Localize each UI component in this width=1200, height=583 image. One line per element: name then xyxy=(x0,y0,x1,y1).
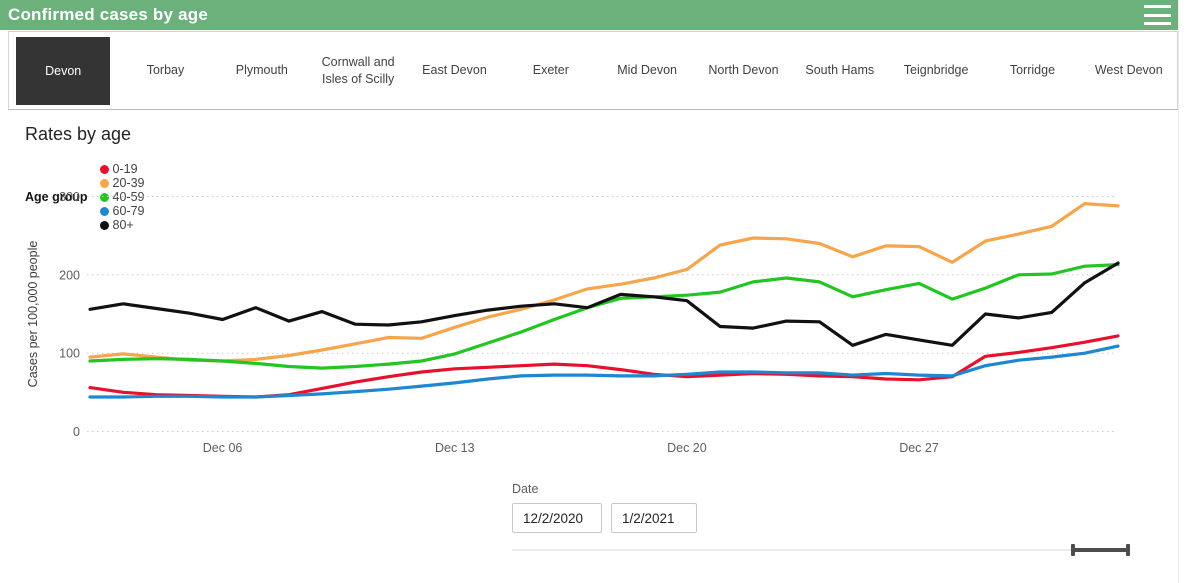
tab-cornwall-and-isles-of-scilly[interactable]: Cornwall and Isles of Scilly xyxy=(321,55,395,86)
legend-item-0-19[interactable]: 0-19 xyxy=(99,162,145,176)
page-title: Confirmed cases by age xyxy=(8,5,208,24)
line-series-60-79 xyxy=(88,344,1120,399)
slider-handle-right[interactable] xyxy=(1126,544,1130,556)
date-range-slider-track[interactable] xyxy=(512,549,1074,551)
legend-item-20-39[interactable]: 20-39 xyxy=(99,176,145,190)
tab-torridge[interactable]: Torridge xyxy=(1009,63,1056,78)
y-tick-label: 300 xyxy=(59,190,80,204)
tab-south-hams[interactable]: South Hams xyxy=(805,63,875,78)
date-start-input[interactable] xyxy=(512,503,602,533)
tab-teignbridge[interactable]: Teignbridge xyxy=(903,63,969,78)
line-series-80+ xyxy=(88,261,1120,347)
legend-dot-20-39 xyxy=(99,178,109,188)
tab-plymouth[interactable]: Plymouth xyxy=(235,63,288,78)
chart-legend: Age group 0-19 20-39 40-59 60-79 80+ xyxy=(25,162,157,232)
chart-title: Rates by age xyxy=(25,124,132,144)
legend-item-60-79[interactable]: 60-79 xyxy=(99,204,145,218)
slider-handle-left[interactable] xyxy=(1071,544,1075,556)
y-tick-label: 0 xyxy=(73,425,80,439)
y-tick-label: 200 xyxy=(59,268,80,282)
line-series-0-19 xyxy=(88,334,1120,399)
line-series-20-39 xyxy=(88,202,1120,363)
page-edge-divider xyxy=(1178,0,1179,583)
legend-dot-80+ xyxy=(99,220,109,230)
legend-label: 0-19 xyxy=(112,162,138,176)
date-slicer-label: Date xyxy=(512,482,539,496)
tab-north-devon[interactable]: North Devon xyxy=(708,63,779,78)
legend-title: Age group xyxy=(25,190,88,204)
legend-label: 80+ xyxy=(112,218,134,232)
legend-dot-40-59 xyxy=(99,192,109,202)
tab-east-devon[interactable]: East Devon xyxy=(422,63,487,78)
y-tick-label: 100 xyxy=(59,347,80,361)
tab-mid-devon[interactable]: Mid Devon xyxy=(617,63,677,78)
tab-west-devon[interactable]: West Devon xyxy=(1094,63,1163,78)
legend-label: 20-39 xyxy=(112,176,145,190)
legend-dot-60-79 xyxy=(99,206,109,216)
line-series-40-59 xyxy=(88,263,1120,370)
legend-dot-0-19 xyxy=(99,164,109,174)
area-tab-strip: Devon Torbay Plymouth Cornwall and Isles of… xyxy=(8,31,1178,110)
hamburger-menu-icon[interactable] xyxy=(1144,5,1171,25)
header-bar: Confirmed cases by age xyxy=(0,0,1178,30)
x-tick-label: Dec 20 xyxy=(667,441,707,455)
legend-items: 0-19 20-39 40-59 60-79 80+ xyxy=(99,162,158,232)
x-tick-label: Dec 27 xyxy=(899,441,939,455)
x-tick-label: Dec 13 xyxy=(435,441,475,455)
x-tick-label: Dec 06 xyxy=(203,441,243,455)
tab-torbay[interactable]: Torbay xyxy=(146,63,185,78)
tab-devon[interactable]: Devon xyxy=(16,37,111,105)
tab-exeter[interactable]: Exeter xyxy=(532,63,569,78)
legend-label: 60-79 xyxy=(112,204,145,218)
date-end-input[interactable] xyxy=(611,503,697,533)
date-range-slider-selected[interactable] xyxy=(1073,548,1128,552)
legend-item-80+[interactable]: 80+ xyxy=(99,218,145,232)
